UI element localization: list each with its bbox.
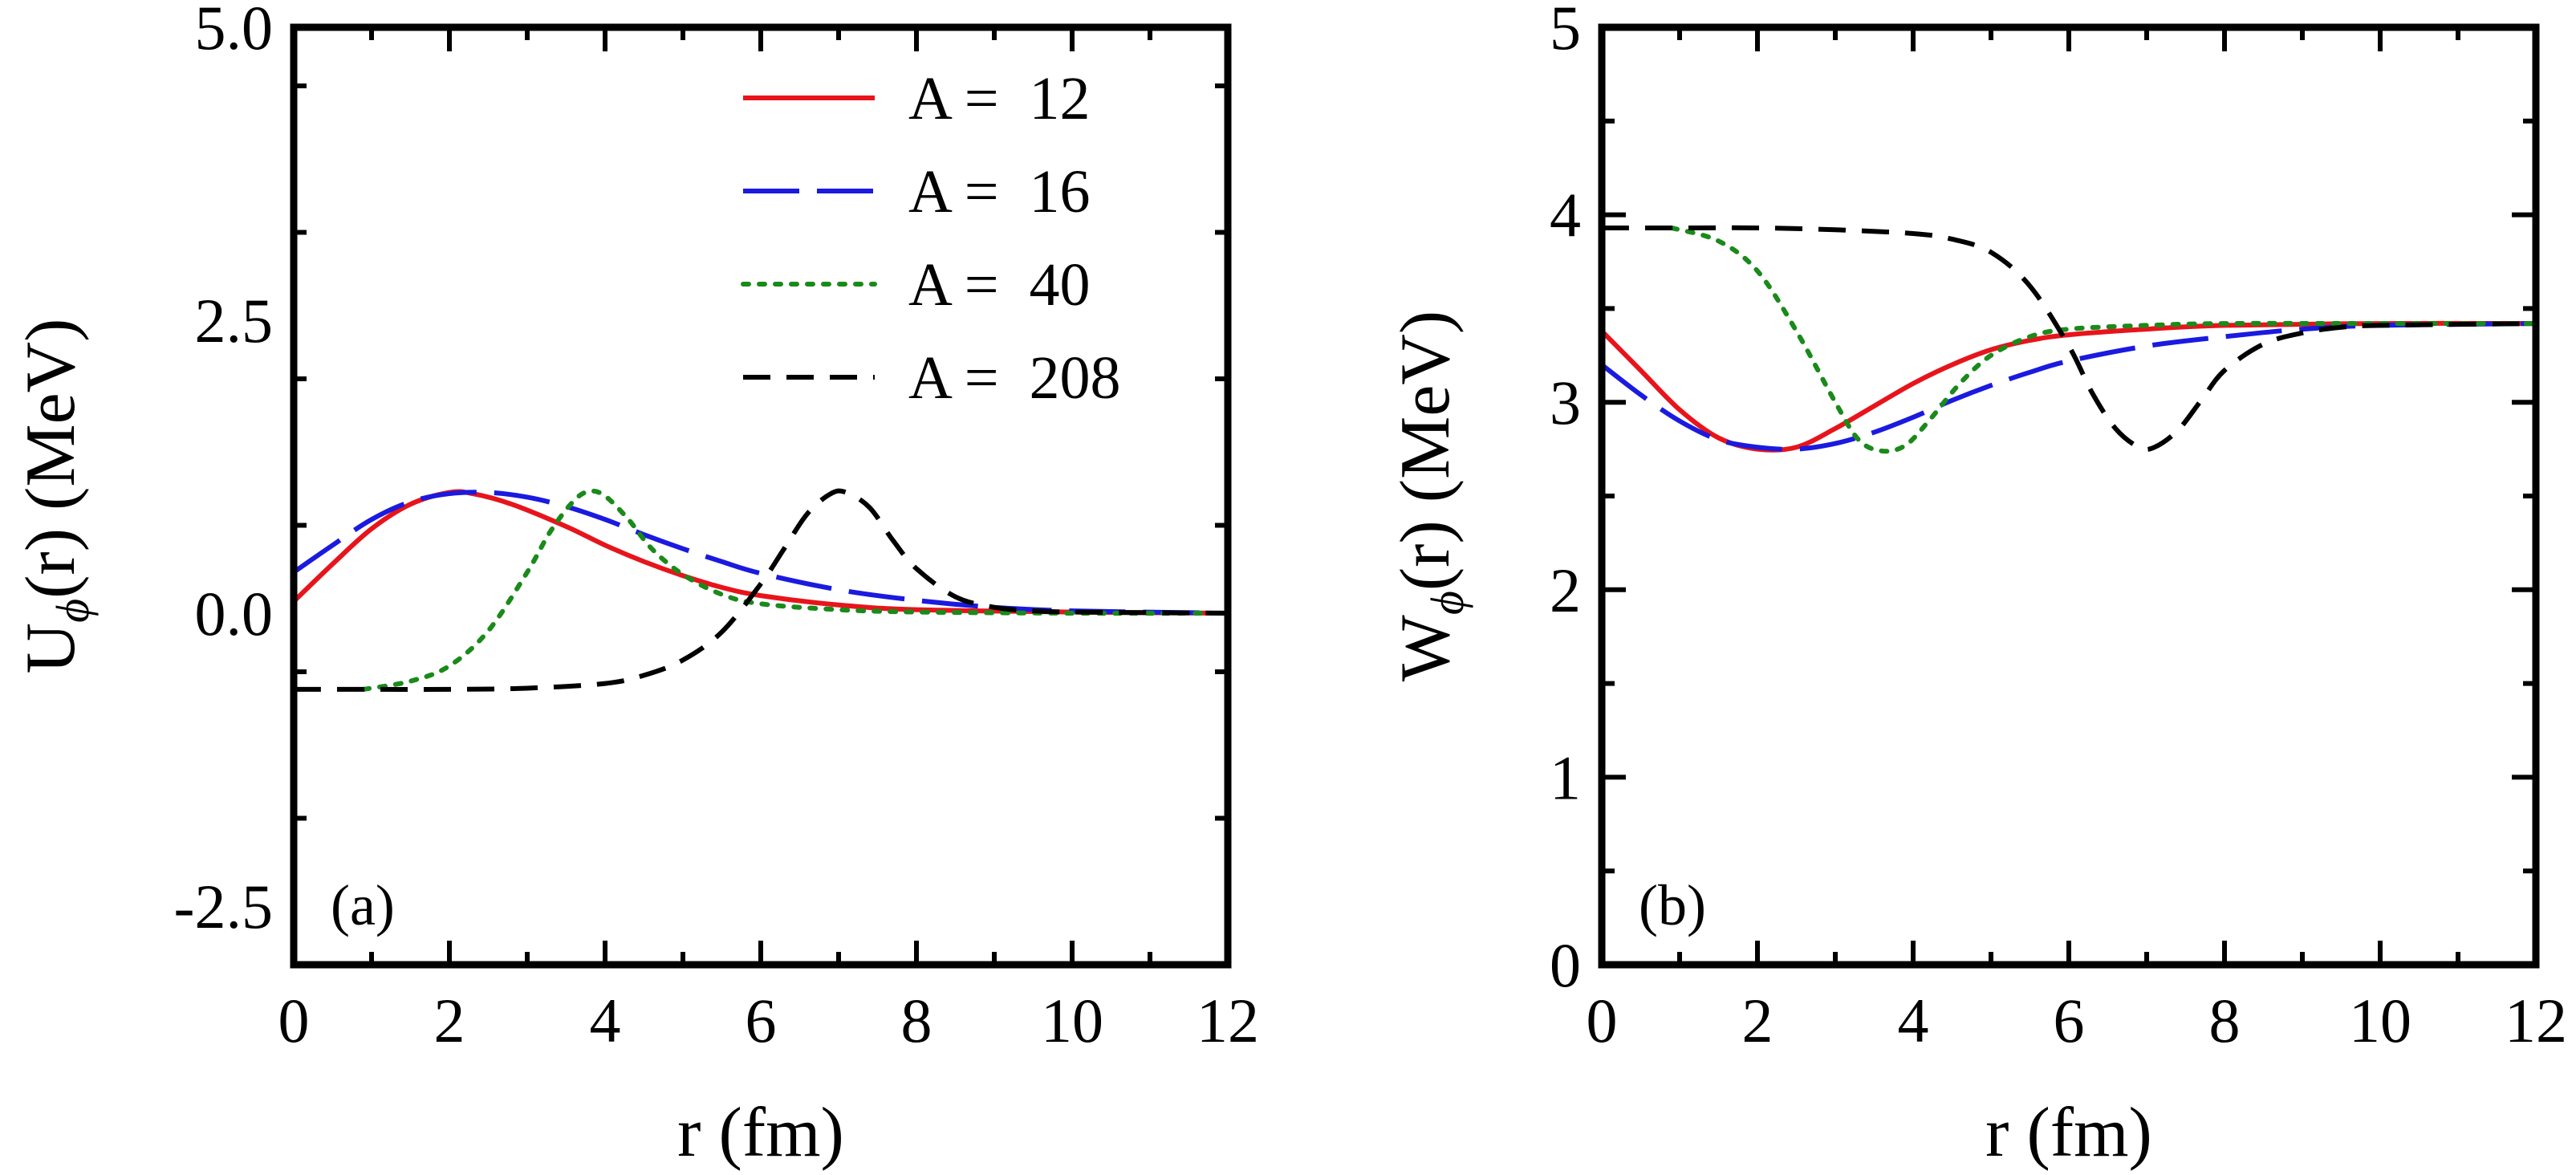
y-axis-title-subscript: ϕ [47, 599, 99, 623]
panel-label: (a) [331, 873, 395, 937]
plot-frame [1598, 23, 2540, 969]
series-line-12 [1602, 320, 2536, 453]
series-line-40 [1669, 225, 2536, 454]
y-tick-label: 0 [1550, 930, 1581, 1000]
series-group [294, 488, 1228, 693]
y-tick-label: 4 [1550, 181, 1581, 250]
x-tick-label: 8 [2209, 986, 2241, 1055]
series-line-40 [361, 488, 1228, 692]
x-tick-label: 12 [1197, 986, 1259, 1055]
y-axis-title-main: U [12, 623, 90, 674]
x-tick-label: 2 [1742, 986, 1774, 1055]
y-tick-label: 2.5 [195, 286, 274, 356]
legend-label: A = 40 [908, 251, 1091, 319]
x-tick-label: 0 [1587, 986, 1618, 1055]
x-tick-label: 10 [2349, 986, 2411, 1055]
series-group [1602, 225, 2536, 454]
x-tick-label: 4 [590, 986, 621, 1055]
x-axis-title: r (fm) [677, 1094, 844, 1172]
series-line-16 [1602, 321, 2536, 452]
y-tick-label: -2.5 [174, 872, 273, 941]
legend-label: A = 16 [908, 158, 1091, 226]
legend-label: A = 208 [908, 344, 1121, 412]
y-axis-title: Wϕ(r) (MeV) [1387, 311, 1473, 681]
y-axis-title-rest: (r) (MeV) [1387, 311, 1465, 591]
series-line-208 [294, 488, 1228, 693]
x-tick-label: 12 [2505, 986, 2567, 1055]
x-tick-label: 6 [2054, 986, 2085, 1055]
y-axis-title: Uϕ(r) (MeV) [12, 319, 99, 674]
x-tick-label: 6 [746, 986, 777, 1055]
series-line-16 [294, 490, 1228, 616]
y-tick-label: 5 [1550, 0, 1581, 63]
x-tick-label: 0 [278, 986, 310, 1055]
legend-label: A = 12 [908, 65, 1091, 132]
y-tick-label: 3 [1550, 368, 1581, 437]
x-axis-title: r (fm) [1985, 1094, 2152, 1172]
y-axis-title-rest: (r) (MeV) [12, 319, 90, 599]
panel-a: 0 2 4 6 8 10 12-2.50.02.55.0r (fm)Uϕ(r) (MeV)(… [12, 0, 1259, 1172]
x-tick-label: 4 [1898, 986, 1929, 1055]
x-tick-label: 2 [434, 986, 465, 1055]
y-axis-title-subscript: ϕ [1421, 591, 1473, 615]
y-tick-label: 5.0 [195, 0, 274, 63]
panel-label: (b) [1639, 873, 1706, 937]
series-line-208 [1602, 225, 2536, 453]
y-axis-title-main: W [1387, 615, 1465, 681]
x-tick-label: 10 [1041, 986, 1103, 1055]
y-tick-label: 1 [1550, 742, 1581, 812]
x-tick-label: 8 [901, 986, 932, 1055]
y-tick-label: 2 [1550, 555, 1581, 625]
y-tick-label: 0.0 [195, 579, 274, 648]
series-line-12 [294, 489, 1228, 616]
